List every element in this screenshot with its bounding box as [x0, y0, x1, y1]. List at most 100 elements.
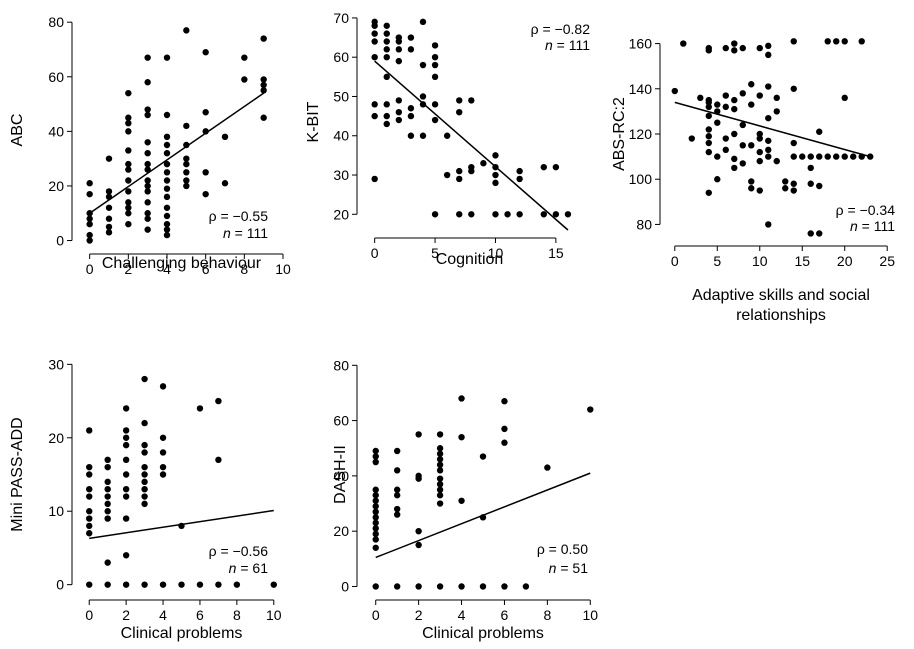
x-tick-label: 5: [713, 253, 721, 269]
data-point: [144, 139, 151, 146]
y-axis-title: DASH-II: [332, 445, 349, 504]
data-point: [144, 177, 151, 184]
x-tick-label: 25: [879, 253, 895, 269]
data-point: [436, 480, 444, 488]
x-axis-title: Adaptive skills and social: [692, 287, 870, 304]
data-point: [372, 544, 379, 551]
x-axis-title: Clinical problems: [121, 625, 243, 642]
data-point: [739, 121, 746, 129]
data-point: [436, 450, 444, 457]
data-point: [144, 79, 151, 86]
data-point: [144, 166, 151, 173]
data-point: [125, 199, 132, 206]
data-point: [144, 182, 151, 190]
data-point: [540, 211, 547, 218]
y-tick-label: 80: [48, 14, 64, 30]
data-point: [756, 135, 763, 142]
y-tick-label: 80: [333, 357, 349, 373]
data-point: [799, 153, 806, 160]
data-point: [383, 46, 390, 53]
data-point: [765, 153, 772, 160]
data-point: [393, 492, 401, 499]
data-point: [419, 93, 427, 100]
y-tick-label: 10: [48, 503, 64, 519]
data-point: [790, 153, 797, 160]
x-axis-title: Clinical problems: [422, 625, 544, 642]
data-point: [104, 478, 111, 486]
chart-panel-kbit: 0 5 10 15 20 30 40 50 60 70 Cognition K-BIT ρ = −0.8…: [305, 10, 590, 268]
x-tick-label: 4: [163, 261, 171, 277]
data-point: [383, 112, 390, 120]
data-point: [705, 126, 712, 133]
data-point: [833, 38, 840, 45]
data-point: [816, 128, 823, 135]
data-point: [419, 18, 427, 26]
n-annotation: n = 61: [229, 560, 269, 576]
y-tick-label: 80: [636, 216, 652, 232]
data-point: [104, 500, 111, 508]
data-point: [456, 211, 463, 218]
x-tick-label: 2: [124, 261, 132, 277]
data-point: [141, 441, 148, 449]
x-axis-title: Challenging behaviour: [102, 255, 262, 272]
x-tick-label: 10: [275, 261, 291, 277]
data-point: [163, 177, 171, 184]
data-point: [202, 49, 209, 56]
data-point: [748, 185, 755, 192]
data-point: [122, 405, 130, 412]
data-point: [458, 497, 465, 504]
data-point: [383, 73, 390, 81]
data-point: [141, 375, 148, 383]
data-point: [383, 22, 390, 29]
data-point: [163, 169, 171, 176]
y-tick-label: 20: [333, 523, 349, 539]
data-point: [105, 155, 113, 162]
data-point: [141, 449, 148, 456]
data-point: [407, 46, 415, 53]
data-point: [163, 141, 171, 149]
data-point: [824, 38, 831, 45]
data-point: [407, 105, 415, 112]
data-point: [790, 38, 797, 45]
data-point: [731, 40, 738, 47]
data-point: [86, 522, 93, 530]
n-symbol: n: [545, 37, 553, 53]
data-point: [705, 139, 712, 147]
data-point: [436, 456, 444, 463]
x-tick-label: 0: [86, 261, 94, 277]
x-tick-label: 0: [85, 607, 93, 623]
data-point: [458, 395, 465, 402]
n-symbol: n: [549, 560, 557, 576]
data-point: [858, 38, 865, 45]
data-point: [163, 150, 171, 157]
data-point: [122, 441, 130, 449]
data-point: [125, 204, 132, 211]
data-point: [104, 508, 111, 515]
data-point: [141, 463, 148, 471]
rho-annotation: ρ = −0.55: [209, 208, 269, 224]
data-point: [501, 439, 508, 446]
data-point: [383, 54, 390, 61]
data-point: [516, 211, 523, 218]
y-tick-label: 20: [48, 430, 64, 446]
data-point: [372, 583, 379, 590]
data-point: [241, 54, 248, 61]
data-point: [260, 87, 267, 94]
x-tick-label: 15: [548, 245, 564, 261]
data-point: [436, 583, 444, 590]
data-point: [86, 485, 93, 493]
data-point: [125, 220, 132, 228]
data-point: [163, 185, 171, 192]
data-point: [436, 467, 444, 474]
n-annotation: n = 51: [549, 560, 589, 576]
data-point: [790, 180, 797, 187]
x-tick-label: 4: [458, 607, 466, 623]
data-point: [163, 226, 171, 233]
data-point: [431, 73, 439, 81]
data-point: [159, 449, 167, 456]
data-point: [419, 61, 427, 69]
data-point: [436, 461, 444, 469]
data-point: [492, 152, 499, 159]
